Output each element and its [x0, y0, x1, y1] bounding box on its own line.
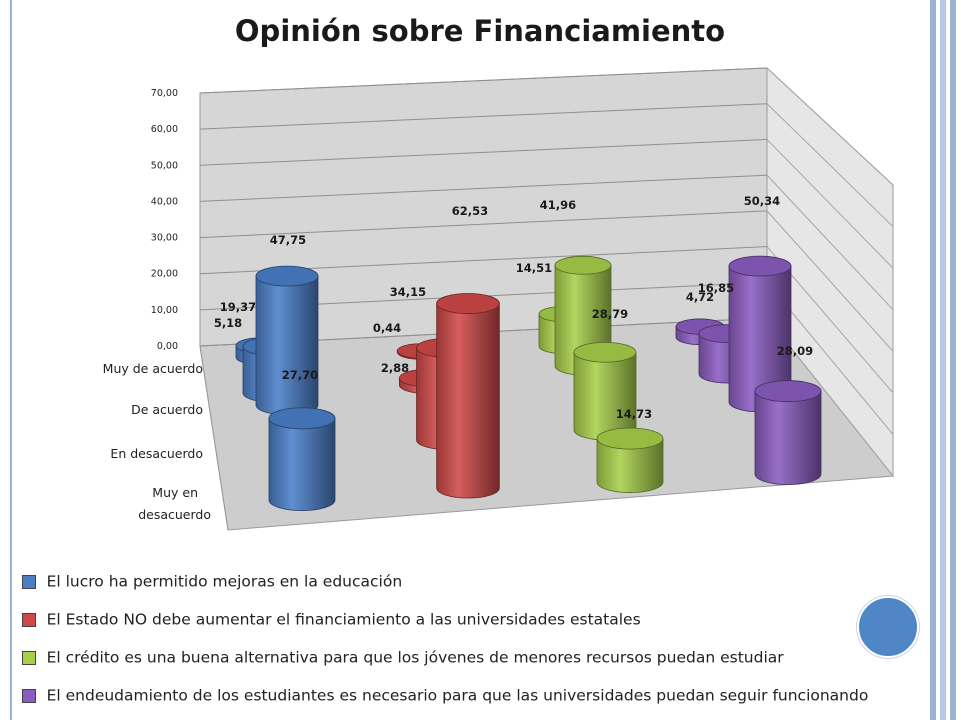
floor-edge	[199, 345, 229, 531]
legend-item: El endeudamiento de los estudiantes es n…	[22, 686, 952, 712]
slide-frame-right	[922, 0, 960, 720]
bar-body	[268, 417, 336, 511]
data-label: 19,37	[220, 300, 256, 314]
depth-axis: Muy de acuerdo De acuerdo En desacuerdo Muy…	[103, 361, 211, 522]
legend-swatch-red	[22, 612, 36, 627]
depth-category-label: Muy en	[152, 485, 198, 500]
bar-top	[596, 427, 664, 450]
legend-label: El crédito es una buena alternativa para…	[46, 648, 784, 667]
decorative-circle	[857, 596, 919, 658]
bar-body	[573, 351, 637, 441]
y-tick-label: 40,00	[151, 196, 178, 207]
y-tick-label: 30,00	[151, 233, 178, 244]
bar-cylinder	[728, 255, 792, 413]
chart-title: Opinión sobre Financiamiento	[234, 14, 726, 48]
bar-body	[596, 438, 664, 493]
legend-item: El crédito es una buena alternativa para…	[22, 648, 952, 674]
legend-item: El Estado NO debe aumentar el financiami…	[22, 610, 952, 636]
data-label: 62,53	[452, 204, 488, 218]
bar-cylinder	[255, 265, 319, 416]
bar-body	[436, 303, 500, 499]
y-tick-label: 70,00	[151, 88, 178, 99]
chart-legend: El lucro ha permitido mejoras en la educ…	[22, 572, 952, 724]
legend-swatch-blue	[22, 574, 36, 589]
data-label: 28,09	[777, 344, 813, 358]
legend-label: El endeudamiento de los estudiantes es n…	[46, 686, 869, 705]
bar-top	[554, 255, 612, 275]
slide-frame-left	[10, 0, 12, 720]
bar-top	[436, 293, 500, 314]
gridline	[199, 67, 768, 94]
data-label: 4,72	[686, 290, 714, 304]
gridline	[199, 103, 768, 130]
bar-top	[754, 380, 822, 403]
y-tick-label: 10,00	[151, 305, 178, 316]
data-label: 14,73	[616, 407, 652, 421]
depth-category-label: Muy de acuerdo	[103, 361, 203, 376]
bar-top	[268, 407, 336, 430]
legend-swatch-green	[22, 650, 36, 665]
data-label: 47,75	[270, 233, 306, 247]
depth-category-label: desacuerdo	[138, 507, 211, 522]
side-gridline	[766, 67, 894, 186]
y-tick-label: 60,00	[151, 124, 178, 135]
bar-top	[728, 255, 792, 277]
bar-cylinder	[596, 427, 664, 493]
y-tick-label: 50,00	[151, 160, 178, 171]
bar-cylinder	[573, 341, 637, 441]
bar-cylinder	[436, 293, 500, 499]
data-label: 28,79	[592, 307, 628, 321]
y-tick-label: 0,00	[157, 341, 178, 352]
bar-top	[573, 341, 637, 363]
data-label: 16,85	[698, 281, 734, 295]
side-gridline	[766, 139, 894, 269]
cylinder-chart: 0,0010,0020,0030,0040,0050,0060,0070,00 …	[103, 66, 894, 531]
legend-label: El lucro ha permitido mejoras en la educ…	[46, 572, 403, 591]
bar-top	[255, 265, 319, 287]
data-label: 27,70	[282, 368, 318, 382]
y-axis: 0,00 10,00 20,00 30,00 40,00 50,00 60,00 70,00	[151, 88, 178, 352]
side-gridline	[766, 174, 894, 311]
data-label: 5,18	[214, 316, 242, 330]
data-label: 14,51	[516, 261, 552, 275]
legend-item: El lucro ha permitido mejoras en la educ…	[22, 572, 952, 598]
gridline	[199, 174, 768, 202]
gridline	[199, 138, 768, 166]
data-label: 34,15	[390, 285, 426, 299]
chart-bars	[235, 255, 822, 511]
bar-body	[255, 275, 319, 416]
y-tick-label: 20,00	[151, 269, 178, 280]
side-gridline	[766, 103, 894, 227]
bar-cylinder	[268, 407, 336, 511]
data-label: 0,44	[373, 321, 401, 335]
data-label: 50,34	[744, 194, 780, 208]
value-labels: 5,18 19,37 47,75 27,70 0,44 2,88 34,15 62,53 14,…	[214, 194, 813, 421]
legend-label: El Estado NO debe aumentar el financiami…	[46, 610, 641, 629]
gridline	[199, 210, 768, 239]
side-gridline	[766, 210, 894, 352]
bar-body	[754, 390, 822, 485]
legend-swatch-purple	[22, 688, 36, 703]
depth-category-label: De acuerdo	[131, 402, 203, 417]
bar-cylinder	[754, 380, 822, 485]
data-label: 2,88	[381, 361, 409, 375]
data-label: 41,96	[540, 198, 576, 212]
depth-category-label: En desacuerdo	[110, 446, 203, 461]
